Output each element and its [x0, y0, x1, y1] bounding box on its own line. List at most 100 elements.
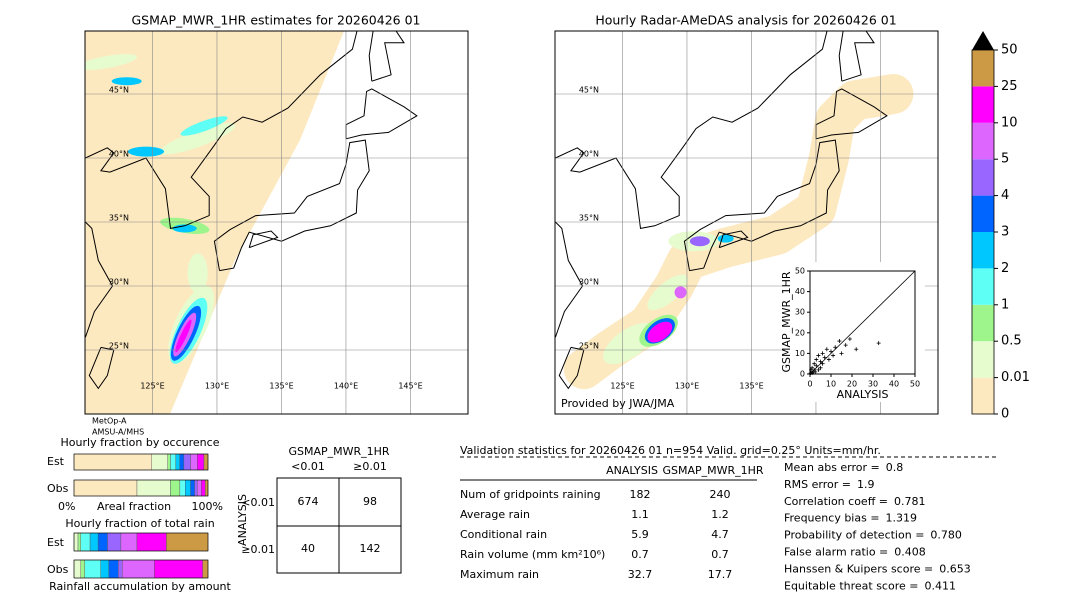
fraction-segment — [166, 532, 209, 552]
point — [812, 361, 817, 366]
score: Probability of detection = 0.780 — [784, 529, 962, 542]
color-band — [972, 304, 994, 342]
point — [816, 353, 821, 358]
tick-label: 5 — [1001, 152, 1009, 167]
coastline — [88, 346, 115, 390]
tick-label: 3 — [1001, 225, 1009, 240]
fraction-segment — [108, 559, 119, 579]
fraction-segment — [202, 559, 209, 579]
lat-label: 30°N — [109, 278, 129, 287]
inset-frame — [809, 270, 916, 375]
lon-label: 125°E — [140, 382, 164, 391]
lon-label: 135°E — [739, 382, 763, 391]
cell: 98 — [363, 495, 377, 508]
tick-label: 4 — [1001, 188, 1009, 203]
col-header: ANALYSIS — [606, 464, 658, 477]
row-label: ≥0.01 — [241, 543, 275, 556]
table-title: GSMAP_MWR_1HR — [288, 445, 389, 458]
coastline — [371, 31, 405, 82]
score-label: RMS error = — [784, 478, 851, 491]
coastline — [558, 346, 585, 390]
y-tick-label: 0 — [800, 370, 805, 379]
col-label: ≥0.01 — [353, 460, 387, 473]
score: Mean abs error = 0.8 — [784, 461, 903, 474]
point — [812, 367, 817, 372]
fraction-segment — [175, 453, 181, 471]
row-axis: ANALYSIS — [236, 494, 249, 546]
score: Hanssen & Kuipers score = 0.653 — [784, 562, 971, 575]
scatter-inset: 00 10 10 20 20 30 30 40 40 50 50 ANALYSIS GSMAP_MWR_… — [780, 262, 925, 402]
lat-label: 45°N — [109, 86, 129, 95]
y-tick-label: 10 — [795, 349, 805, 358]
lon-label: 130°E — [675, 382, 699, 391]
lon-label: 130°E — [205, 382, 229, 391]
coastline — [85, 221, 114, 338]
sensor-label: MetOp-A — [92, 417, 127, 426]
coastline — [345, 88, 418, 140]
point — [810, 365, 815, 370]
inset-bg — [785, 262, 925, 402]
tick-label: 0 — [1001, 407, 1009, 422]
coastline — [555, 31, 828, 229]
fraction-segment — [170, 479, 181, 497]
tick-label: 10 — [1001, 115, 1018, 130]
point — [818, 359, 823, 364]
map-left: 45°N 40°N 35°N 30°N 25°N 125°E 130°E 135°E 140°E… — [85, 31, 468, 414]
coastline — [248, 230, 279, 249]
panel-title: Hourly fraction of total rain — [65, 517, 214, 530]
score: Equitable threat score = 0.411 — [784, 579, 956, 592]
bar-frame — [73, 453, 209, 471]
fraction-segment — [80, 532, 91, 552]
sensor-label: AMSU-A/MHS — [92, 428, 144, 437]
score-value: 0.781 — [894, 495, 926, 508]
credit: Provided by JWA/JMA — [561, 397, 675, 410]
score-value: 1.319 — [886, 512, 918, 525]
color-band — [972, 159, 994, 196]
cell: 142 — [360, 542, 381, 555]
point — [814, 363, 819, 368]
rain-area — [175, 319, 192, 353]
fraction-segment — [194, 479, 198, 497]
gsmap-value: 4.7 — [711, 528, 729, 541]
lat-label: 25°N — [579, 342, 599, 351]
map-title: Hourly Radar-AMeDAS analysis for 2026042… — [595, 13, 896, 28]
fraction-segment — [197, 479, 202, 497]
lat-label: 35°N — [579, 214, 599, 223]
x-tick-label: 20 — [847, 380, 857, 389]
color-band — [972, 122, 994, 160]
tick-label: 2 — [1001, 261, 1009, 276]
fraction-segment — [170, 453, 177, 471]
stats-table: Num of gridpoints raining 182 240 Average r… — [460, 461, 971, 592]
coastline — [368, 31, 374, 82]
fraction-segment — [100, 559, 110, 579]
lat-label: 25°N — [109, 342, 129, 351]
fraction-segment — [197, 453, 205, 471]
point — [820, 351, 825, 356]
point — [822, 355, 827, 360]
coastline — [85, 31, 358, 229]
score: False alarm ratio = 0.408 — [784, 546, 926, 559]
fraction-bars — [73, 453, 209, 579]
axis-label: Areal fraction — [97, 500, 171, 513]
score-label: False alarm ratio = — [784, 546, 888, 559]
fraction-segment — [205, 479, 209, 497]
gsmap-value: 1.2 — [711, 508, 729, 521]
fraction-segment — [190, 453, 198, 471]
over-arrow — [972, 31, 994, 50]
lat-label: 30°N — [579, 278, 599, 287]
bar-frame — [73, 532, 209, 552]
row-label: Num of gridpoints raining — [460, 488, 601, 501]
analysis-value: 32.7 — [628, 568, 653, 581]
row-label: Est — [47, 455, 65, 468]
coastline — [718, 230, 749, 249]
rain-area — [689, 236, 710, 247]
tick-label: 0.01 — [1001, 370, 1030, 385]
row-label: Obs — [47, 563, 69, 576]
rain-area — [647, 274, 688, 311]
score-value: 0.408 — [894, 546, 926, 559]
fraction-segment — [136, 479, 171, 497]
fraction-segment — [73, 532, 79, 552]
score-label: Frequency bias = — [784, 512, 880, 525]
map-title: GSMAP_MWR_1HR estimates for 20260426 01 — [132, 13, 421, 28]
coastline — [683, 139, 840, 272]
